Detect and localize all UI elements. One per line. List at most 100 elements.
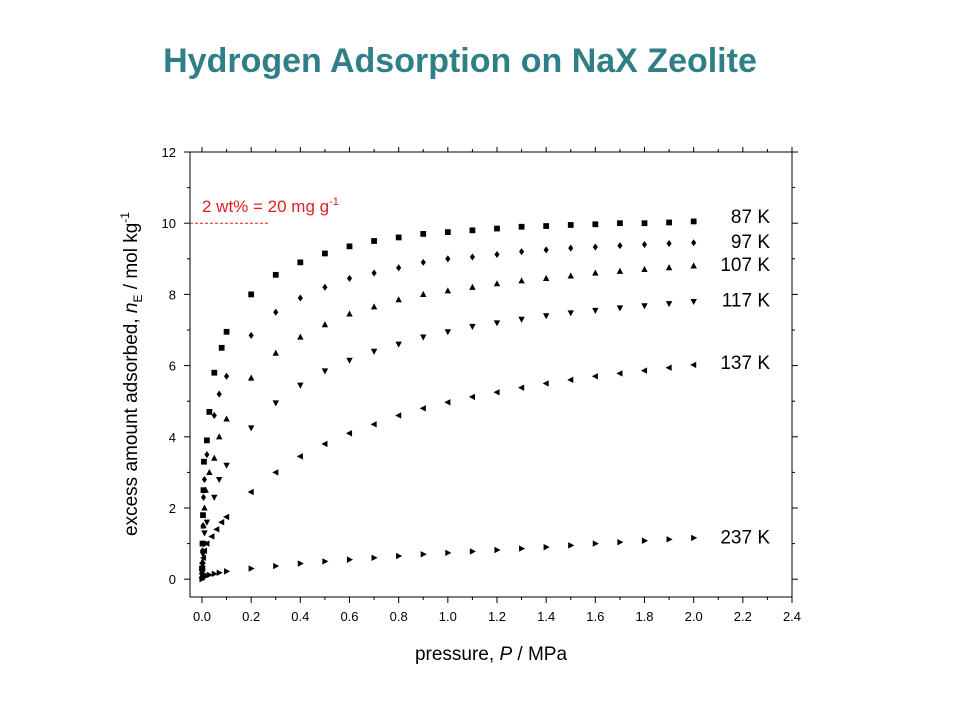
data-point bbox=[641, 220, 648, 227]
data-point bbox=[420, 231, 427, 237]
data-point bbox=[213, 526, 220, 533]
data-point bbox=[206, 468, 213, 475]
data-point bbox=[273, 562, 280, 570]
data-point bbox=[691, 239, 697, 247]
data-point bbox=[617, 538, 624, 546]
data-point bbox=[494, 225, 500, 232]
data-point bbox=[690, 218, 697, 225]
data-point bbox=[223, 513, 230, 521]
data-point bbox=[420, 334, 427, 341]
data-point bbox=[204, 451, 210, 459]
data-point bbox=[518, 384, 525, 391]
x-tick-label: 1.6 bbox=[586, 609, 604, 624]
data-point bbox=[592, 307, 599, 314]
x-tick-label: 1.2 bbox=[488, 609, 506, 624]
data-point bbox=[206, 409, 213, 415]
data-point bbox=[201, 458, 207, 465]
data-point bbox=[395, 234, 402, 241]
data-point bbox=[666, 219, 672, 226]
data-point bbox=[346, 556, 354, 563]
data-point bbox=[297, 259, 304, 266]
y-tick-label: 6 bbox=[169, 359, 176, 374]
data-point bbox=[641, 537, 649, 544]
x-tick-label: 1.4 bbox=[537, 609, 555, 624]
data-point bbox=[200, 512, 206, 518]
data-point bbox=[204, 437, 210, 444]
data-point bbox=[420, 290, 427, 297]
data-point bbox=[592, 243, 598, 251]
data-point bbox=[592, 540, 599, 547]
x-tick-label: 2.2 bbox=[734, 609, 752, 624]
data-point bbox=[444, 399, 451, 406]
data-point bbox=[370, 348, 378, 355]
data-point bbox=[616, 305, 624, 312]
data-point bbox=[469, 548, 476, 555]
data-point bbox=[248, 331, 254, 339]
data-point bbox=[445, 255, 451, 263]
data-point bbox=[216, 569, 223, 576]
x-tick-label: 2.4 bbox=[783, 609, 801, 624]
data-point bbox=[518, 277, 525, 284]
data-point bbox=[202, 486, 209, 493]
data-point bbox=[322, 250, 328, 257]
data-point bbox=[543, 246, 549, 254]
data-point bbox=[199, 565, 206, 572]
data-point bbox=[396, 552, 403, 560]
data-point bbox=[690, 298, 697, 306]
data-point bbox=[322, 558, 329, 565]
data-point bbox=[469, 283, 476, 290]
data-point bbox=[616, 267, 624, 274]
data-point bbox=[690, 361, 697, 369]
data-point bbox=[592, 269, 599, 276]
data-point bbox=[223, 462, 230, 469]
x-tick-label: 0.0 bbox=[193, 609, 211, 624]
data-point bbox=[568, 244, 574, 252]
data-point bbox=[493, 320, 501, 327]
data-point bbox=[519, 545, 526, 552]
annotation-layer: 2 wt% = 20 mg g-1 bbox=[190, 196, 339, 224]
data-point bbox=[206, 571, 213, 579]
data-point bbox=[216, 476, 223, 484]
data-point bbox=[211, 494, 218, 501]
data-point bbox=[199, 562, 206, 569]
data-point bbox=[665, 301, 673, 308]
data-point bbox=[211, 454, 218, 461]
data-point bbox=[542, 380, 549, 387]
data-point bbox=[518, 223, 525, 230]
data-point bbox=[203, 540, 210, 547]
data-point bbox=[420, 258, 426, 266]
data-point bbox=[211, 411, 217, 419]
x-tick-labels: 0.0 0.2 0.4 0.6 0.8 1.0 1.2 1.4 1.6 1.8 2.0 2.2 2.4 bbox=[193, 609, 801, 624]
data-point bbox=[690, 262, 697, 269]
data-point bbox=[665, 264, 673, 271]
data-point bbox=[321, 368, 329, 375]
data-point bbox=[346, 243, 353, 250]
data-point bbox=[346, 274, 353, 282]
data-point bbox=[321, 440, 328, 448]
data-point bbox=[272, 349, 279, 356]
data-point bbox=[218, 344, 225, 351]
data-point bbox=[272, 271, 279, 278]
data-point bbox=[666, 239, 672, 248]
x-tick-label: 0.8 bbox=[390, 609, 408, 624]
series-117k bbox=[198, 298, 697, 580]
data-point bbox=[640, 367, 648, 374]
data-point bbox=[223, 328, 230, 335]
data-point bbox=[617, 242, 623, 250]
data-point bbox=[469, 323, 476, 330]
x-tick-label: 1.0 bbox=[439, 609, 457, 624]
data-point bbox=[248, 565, 255, 572]
data-point bbox=[641, 265, 648, 273]
data-point bbox=[444, 229, 451, 235]
x-tick-label: 2.0 bbox=[685, 609, 703, 624]
data-point bbox=[591, 373, 598, 380]
page-title: Hydrogen Adsorption on NaX Zeolite bbox=[163, 42, 757, 80]
data-point bbox=[370, 421, 377, 428]
y-tick-label: 4 bbox=[169, 430, 176, 445]
x-tick-label: 0.6 bbox=[340, 609, 358, 624]
x-tick-label: 0.2 bbox=[242, 609, 260, 624]
data-point bbox=[641, 241, 648, 249]
data-point bbox=[200, 547, 208, 554]
data-point bbox=[216, 433, 223, 440]
